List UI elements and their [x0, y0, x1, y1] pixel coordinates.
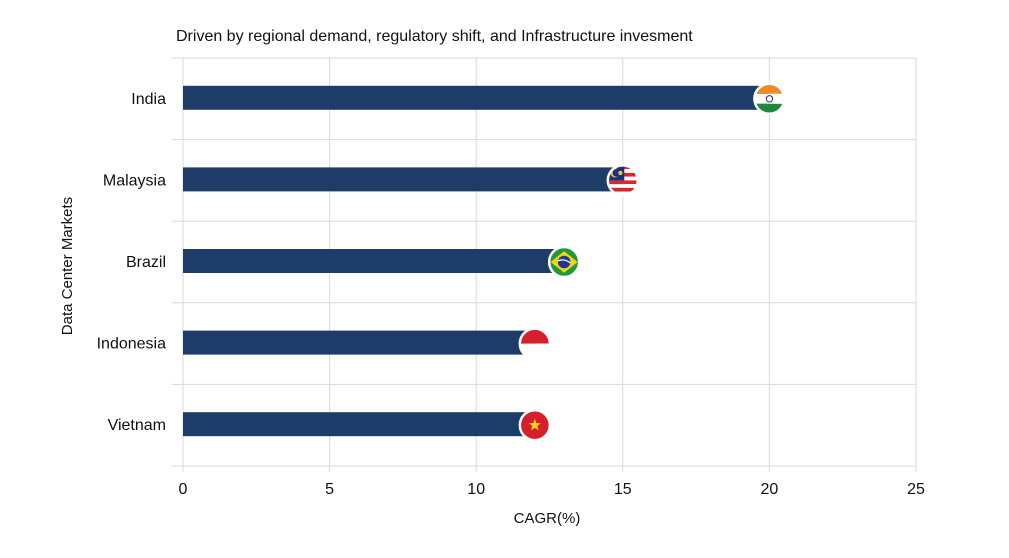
chart-title: Driven by regional demand, regulatory sh…: [176, 28, 693, 45]
x-tick-label: 0: [179, 481, 188, 498]
x-tick-label: 10: [467, 481, 485, 498]
y-tick-label: Indonesia: [97, 336, 166, 353]
x-tick-label: 5: [325, 481, 334, 498]
bar-malaysia: [183, 167, 623, 192]
y-tick-label: Vietnam: [108, 417, 166, 434]
india-flag-icon: [753, 82, 786, 116]
x-tick-label: 20: [761, 481, 779, 498]
bars: [183, 85, 770, 437]
y-axis-title: Data Center Markets: [59, 197, 76, 335]
x-axis-title: CAGR(%): [514, 510, 581, 527]
flag-markers: [518, 82, 786, 442]
y-tick-label: Malaysia: [103, 172, 166, 189]
x-tick-label: 25: [907, 481, 925, 498]
x-tick-label: 15: [614, 481, 632, 498]
bar-vietnam: [183, 412, 535, 437]
bar-indonesia: [183, 330, 535, 355]
grid-lines: [172, 57, 917, 472]
indonesia-flag-icon: [518, 327, 552, 360]
y-tick-label: India: [131, 91, 166, 108]
tick-labels: 0 5 10 15 20 25 India Malaysia Brazil Indonesia Vi…: [97, 91, 925, 498]
bar-brazil: [183, 249, 565, 273]
bar-india: [183, 85, 770, 110]
y-tick-label: Brazil: [126, 254, 166, 271]
vietnam-flag-icon: [518, 408, 552, 442]
brazil-flag-icon: [547, 245, 581, 279]
malaysia-flag-icon: [606, 164, 640, 197]
